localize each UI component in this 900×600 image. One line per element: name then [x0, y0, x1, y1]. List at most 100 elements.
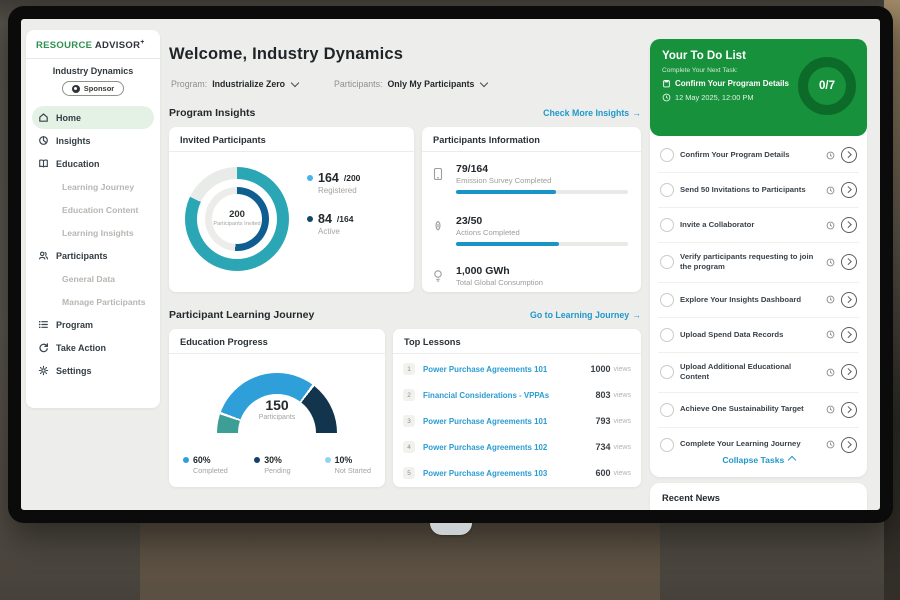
lesson-link[interactable]: Power Purchase Agreements 102 [423, 443, 595, 452]
photo-background: RESOURCE ADVISOR+ Industry Dynamics Spon… [0, 0, 900, 600]
task-row[interactable]: Send 50 Invitations to Participants [658, 173, 859, 208]
task-checkbox[interactable] [660, 328, 674, 342]
sidebar-item-learning-insights[interactable]: Learning Insights [32, 221, 154, 244]
lesson-link[interactable]: Power Purchase Agreements 101 [423, 417, 595, 426]
sidebar-item-label: Education [56, 159, 100, 169]
organization-name: Industry Dynamics [26, 66, 160, 76]
program-dropdown[interactable]: Program: Industrialize Zero [171, 79, 298, 89]
sidebar-item-education[interactable]: Education [32, 152, 154, 175]
chevron-right-icon[interactable] [841, 402, 857, 418]
check-more-insights-link[interactable]: Check More Insights→ [543, 108, 641, 118]
sidebar-item-take-action[interactable]: Take Action [32, 336, 154, 359]
task-checkbox[interactable] [660, 218, 674, 232]
todo-task-list: Confirm Your Program Details Send 50 Inv… [658, 138, 859, 462]
sidebar-item-home[interactable]: Home [32, 106, 154, 129]
sidebar-item-label: Home [56, 113, 81, 123]
sidebar-item-participants[interactable]: Participants [32, 244, 154, 267]
invited-donut-inner: 200 Participants Invited [205, 187, 269, 251]
chevron-right-icon[interactable] [841, 147, 857, 163]
sidebar-item-insights[interactable]: Insights [32, 129, 154, 152]
program-insights-title: Program Insights [169, 107, 255, 119]
todo-progress-value: 0/7 [819, 80, 835, 92]
task-checkbox[interactable] [660, 183, 674, 197]
task-checkbox[interactable] [660, 293, 674, 307]
chevron-right-icon[interactable] [841, 437, 857, 453]
chevron-right-icon[interactable] [841, 182, 857, 198]
task-checkbox[interactable] [660, 438, 674, 452]
recent-news-title: Recent News [662, 493, 855, 503]
todo-progress-ring: 0/7 [798, 57, 856, 115]
lesson-row: 3 Power Purchase Agreements 101 793 view… [393, 408, 641, 434]
active-dot-icon [307, 216, 313, 222]
sidebar-item-label: Insights [56, 136, 91, 146]
task-checkbox[interactable] [660, 148, 674, 162]
education-icon [38, 158, 49, 169]
learning-journey-header: Participant Learning Journey Go to Learn… [169, 309, 641, 321]
sidebar-nav: Home Insights Education Learning Journey… [26, 104, 160, 382]
chevron-right-icon[interactable] [841, 292, 857, 308]
invited-donut-outer: 200 Participants Invited [185, 167, 289, 271]
registered-dot-icon [307, 175, 313, 181]
participants-value: Only My Participants [387, 79, 474, 89]
settings-icon [38, 365, 49, 376]
task-row[interactable]: Confirm Your Program Details [658, 138, 859, 173]
program-label: Program: [171, 79, 207, 89]
lesson-link[interactable]: Power Purchase Agreements 103 [423, 469, 595, 478]
sidebar-item-manage-participants[interactable]: Manage Participants [32, 290, 154, 313]
collapse-tasks-link[interactable]: Collapse Tasks [650, 454, 867, 465]
task-row[interactable]: Upload Spend Data Records [658, 318, 859, 353]
legend-pending: 30% Pending [254, 455, 298, 475]
sponsor-badge: Sponsor [62, 81, 124, 96]
clock-icon [826, 186, 835, 195]
sidebar-item-learning-journey[interactable]: Learning Journey [32, 175, 154, 198]
task-checkbox[interactable] [660, 255, 674, 269]
todo-panel: Your To Do List Complete Your Next Task:… [650, 39, 867, 477]
participants-information-card: Participants Information 79/164 Emission… [422, 127, 641, 292]
chevron-right-icon[interactable] [841, 254, 857, 270]
invited-total: 200 [229, 209, 245, 220]
go-to-learning-journey-link[interactable]: Go to Learning Journey→ [530, 310, 641, 320]
participants-dropdown[interactable]: Participants: Only My Participants [334, 79, 487, 89]
sidebar-item-program[interactable]: Program [32, 313, 154, 336]
background-desk-center [140, 522, 660, 600]
lesson-rank: 4 [403, 441, 415, 453]
lesson-link[interactable]: Power Purchase Agreements 101 [423, 365, 590, 374]
lesson-row: 1 Power Purchase Agreements 101 1000 vie… [393, 356, 641, 382]
consumption-icon [432, 269, 444, 283]
task-checkbox[interactable] [660, 403, 674, 417]
logo-plus: + [140, 39, 144, 46]
task-row[interactable]: Upload Additional Educational Content [658, 353, 859, 393]
participants-label: Participants: [334, 79, 382, 89]
sidebar-item-general-data[interactable]: General Data [32, 267, 154, 290]
main-content: Welcome, Industry Dynamics Program: Indu… [169, 19, 642, 510]
sidebar-item-settings[interactable]: Settings [32, 359, 154, 382]
program-value: Industrialize Zero [212, 79, 285, 89]
lesson-rank: 2 [403, 389, 415, 401]
task-checkbox[interactable] [660, 365, 674, 379]
recent-news-card: Recent News [650, 483, 867, 510]
chevron-right-icon[interactable] [841, 217, 857, 233]
task-row[interactable]: Verify participants requesting to join t… [658, 243, 859, 283]
clipboard-icon [662, 79, 671, 88]
sidebar: RESOURCE ADVISOR+ Industry Dynamics Spon… [26, 30, 160, 408]
chevron-right-icon[interactable] [841, 327, 857, 343]
participants-information-title: Participants Information [422, 127, 641, 152]
program-icon [38, 319, 49, 330]
home-icon [38, 112, 49, 123]
invited-total-label: Participants Invited [213, 221, 260, 228]
sidebar-item-education-content[interactable]: Education Content [32, 198, 154, 221]
task-row[interactable]: Explore Your Insights Dashboard [658, 283, 859, 318]
not-started-dot-icon [325, 457, 331, 463]
clock-icon [826, 295, 835, 304]
lesson-rank: 1 [403, 363, 415, 375]
task-row[interactable]: Invite a Collaborator [658, 208, 859, 243]
clock-icon [826, 151, 835, 160]
chevron-down-icon [480, 78, 488, 86]
chevron-right-icon[interactable] [841, 364, 857, 380]
lesson-link[interactable]: Financial Considerations - VPPAs [423, 391, 595, 400]
task-row[interactable]: Achieve One Sustainability Target [658, 393, 859, 428]
education-gauge-legend: 60% Completed 30% Pending 10% Not Starte… [169, 455, 385, 475]
filters-row: Program: Industrialize Zero Participants… [171, 79, 487, 89]
arrow-right-icon: → [632, 108, 641, 118]
clock-icon [826, 368, 835, 377]
